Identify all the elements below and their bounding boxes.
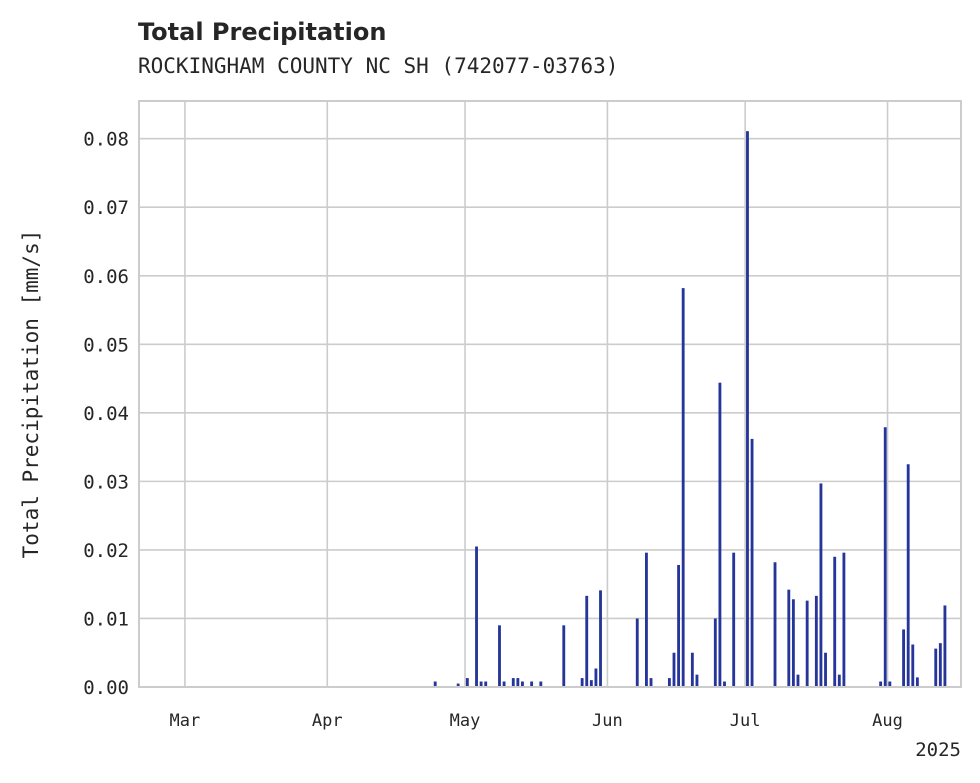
precip-bar bbox=[837, 674, 841, 687]
precip-bar bbox=[911, 644, 915, 687]
precip-bar bbox=[589, 680, 593, 687]
precip-bar bbox=[681, 288, 685, 687]
precip-bar bbox=[732, 552, 736, 687]
y-tick-labels: 0.00 0.01 0.02 0.03 0.04 0.05 0.06 0.07 0.08 bbox=[83, 129, 129, 699]
precip-bar bbox=[938, 643, 942, 687]
precip-bar bbox=[902, 629, 906, 687]
precip-bar bbox=[879, 681, 883, 687]
precip-bar bbox=[456, 683, 460, 687]
precip-bar bbox=[824, 652, 827, 687]
precip-bar bbox=[883, 427, 887, 687]
precip-bar bbox=[433, 681, 437, 687]
precip-bar bbox=[585, 595, 589, 687]
precip-bar bbox=[465, 678, 469, 687]
y-tick-label: 0.04 bbox=[83, 403, 129, 425]
precip-bar bbox=[723, 681, 726, 687]
precip-bar bbox=[750, 438, 754, 687]
precip-bar bbox=[796, 674, 800, 687]
precip-bar bbox=[539, 681, 543, 687]
precip-bar bbox=[479, 681, 483, 687]
precip-bar bbox=[530, 681, 534, 687]
x-tick-labels: Mar Apr May Jun Jul Aug bbox=[170, 711, 903, 731]
y-tick-label: 0.00 bbox=[83, 677, 129, 699]
precip-bar bbox=[690, 652, 694, 687]
y-tick-label: 0.08 bbox=[83, 129, 129, 151]
precip-bar bbox=[695, 674, 699, 687]
precip-bar bbox=[934, 648, 938, 687]
precip-bar bbox=[787, 589, 791, 687]
precip-bar bbox=[521, 681, 524, 687]
bars bbox=[433, 131, 947, 687]
x-tick-label: Mar bbox=[170, 711, 201, 731]
y-tick-label: 0.05 bbox=[83, 334, 129, 356]
precip-bar bbox=[562, 625, 566, 687]
y-tick-label: 0.06 bbox=[83, 266, 129, 288]
precip-bar bbox=[746, 131, 749, 687]
precip-bar bbox=[915, 677, 919, 687]
precip-bar bbox=[645, 552, 648, 687]
year-label: 2025 bbox=[915, 739, 961, 761]
chart-title: Total Precipitation bbox=[138, 18, 386, 46]
y-axis-label: Total Precipitation [mm/s] bbox=[19, 230, 43, 559]
x-tick-label: May bbox=[450, 711, 481, 731]
x-tick-label: Aug bbox=[872, 711, 903, 731]
plot-frame bbox=[138, 100, 962, 688]
precip-bar bbox=[791, 599, 795, 687]
precip-bar bbox=[773, 562, 777, 687]
precip-bar bbox=[484, 681, 488, 687]
y-tick-label: 0.07 bbox=[83, 197, 129, 219]
precip-bar bbox=[511, 678, 515, 687]
y-tick-label: 0.01 bbox=[83, 608, 129, 630]
precip-bar bbox=[599, 590, 602, 687]
x-tick-label: Jul bbox=[730, 711, 761, 731]
precip-bar bbox=[502, 681, 506, 687]
x-tick-label: Apr bbox=[312, 711, 343, 731]
precip-bar bbox=[649, 678, 653, 687]
precip-bar bbox=[943, 605, 947, 687]
precip-bar bbox=[667, 678, 671, 687]
precip-bar bbox=[805, 600, 809, 687]
precip-bar bbox=[819, 483, 823, 687]
precip-bar bbox=[713, 618, 717, 687]
precip-bar bbox=[580, 678, 584, 687]
chart-subtitle: ROCKINGHAM COUNTY NC SH (742077-03763) bbox=[138, 54, 618, 78]
precip-bar bbox=[672, 652, 676, 687]
precip-bar bbox=[888, 681, 892, 687]
precip-bar bbox=[498, 625, 501, 687]
precip-bar bbox=[677, 565, 681, 687]
precip-bar bbox=[833, 556, 837, 687]
precip-bar bbox=[842, 552, 846, 687]
precip-bar bbox=[594, 668, 598, 687]
grid-lines bbox=[139, 101, 961, 688]
x-tick-label: Jun bbox=[592, 711, 623, 731]
precip-bar bbox=[475, 546, 478, 687]
precip-bar bbox=[718, 382, 722, 687]
y-tick-label: 0.02 bbox=[83, 540, 129, 562]
precip-bar bbox=[814, 595, 818, 687]
y-tick-label: 0.03 bbox=[83, 471, 129, 493]
precip-bar bbox=[635, 618, 639, 687]
precip-bar bbox=[906, 464, 910, 687]
precip-bar bbox=[516, 678, 520, 687]
